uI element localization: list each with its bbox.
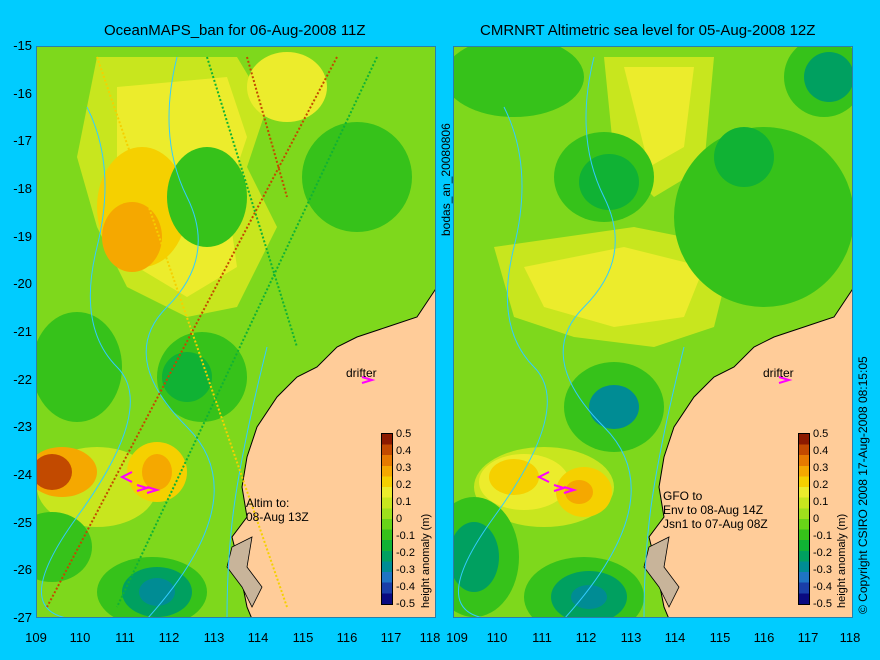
- x-tick: 113: [620, 630, 642, 645]
- cbar-tick: -0.1: [813, 530, 832, 542]
- left-map-panel: [36, 46, 436, 618]
- x-tick: 117: [380, 630, 402, 645]
- y-tick: -20: [13, 276, 32, 291]
- x-tick: 116: [753, 630, 775, 645]
- colorbar-label: height anomaly (m): [836, 513, 848, 608]
- copyright-label: © Copyright CSIRO 2008 17-Aug-2008 08:15…: [856, 356, 870, 614]
- cbar-tick: 0.5: [396, 428, 412, 440]
- cbar-tick: 0.4: [813, 445, 829, 457]
- y-tick: -26: [13, 562, 32, 577]
- x-tick: 114: [247, 630, 269, 645]
- y-tick: -25: [13, 515, 32, 530]
- y-tick: -19: [13, 229, 32, 244]
- cbar-tick: -0.1: [396, 530, 415, 542]
- cbar-tick: -0.3: [396, 564, 415, 576]
- cbar-tick: -0.5: [813, 598, 832, 610]
- cbar-tick: -0.2: [396, 547, 415, 559]
- x-tick: 109: [25, 630, 47, 645]
- cbar-tick: 0.4: [396, 445, 412, 457]
- left-panel-title: OceanMAPS_ban for 06-Aug-2008 11Z: [104, 22, 366, 39]
- left-altim-annotation: Altim to: 08-Aug 13Z: [246, 496, 309, 524]
- y-tick: -27: [13, 610, 32, 625]
- y-tick: -21: [13, 324, 32, 339]
- colorbar-gradient: [798, 433, 810, 605]
- x-tick: 109: [446, 630, 468, 645]
- y-tick: -18: [13, 181, 32, 196]
- y-tick: -17: [13, 133, 32, 148]
- right-map-svg: [454, 47, 852, 617]
- x-tick: 114: [664, 630, 686, 645]
- right-drifter-label: drifter: [763, 366, 794, 380]
- cbar-tick: -0.4: [396, 581, 415, 593]
- y-tick: -15: [13, 38, 32, 53]
- x-tick: 110: [69, 630, 91, 645]
- x-tick: 111: [115, 630, 135, 645]
- right-map-panel: [453, 46, 853, 618]
- cbar-tick: 0.3: [813, 462, 829, 474]
- x-tick: 111: [532, 630, 552, 645]
- x-tick: 117: [797, 630, 819, 645]
- cbar-tick: 0.2: [813, 479, 829, 491]
- cbar-tick: 0.1: [813, 496, 829, 508]
- run-id-label: bodas_an_20080806: [439, 123, 453, 236]
- y-tick: -24: [13, 467, 32, 482]
- x-tick: 118: [419, 630, 441, 645]
- x-tick: 118: [839, 630, 861, 645]
- x-tick: 112: [575, 630, 597, 645]
- drifter-marker: [778, 376, 793, 384]
- y-tick: -16: [13, 86, 32, 101]
- cbar-tick: 0.3: [396, 462, 412, 474]
- drifter-marker: [361, 376, 376, 384]
- x-tick: 113: [203, 630, 225, 645]
- cbar-tick: 0.1: [396, 496, 412, 508]
- x-tick: 115: [709, 630, 731, 645]
- cbar-tick: -0.3: [813, 564, 832, 576]
- x-tick: 115: [292, 630, 314, 645]
- x-tick: 110: [486, 630, 508, 645]
- y-tick: -23: [13, 419, 32, 434]
- cbar-tick: -0.4: [813, 581, 832, 593]
- annotation-line: 08-Aug 13Z: [246, 510, 309, 524]
- colorbar-label: height anomaly (m): [420, 513, 432, 608]
- left-map-svg: [37, 47, 435, 617]
- y-tick: -22: [13, 372, 32, 387]
- cbar-tick: 0.5: [813, 428, 829, 440]
- annotation-line: Altim to:: [246, 496, 290, 510]
- colorbar-gradient: [381, 433, 393, 605]
- cbar-tick: 0: [396, 513, 403, 525]
- cbar-tick: 0: [813, 513, 820, 525]
- x-tick: 116: [336, 630, 358, 645]
- cbar-tick: 0.2: [396, 479, 412, 491]
- annotation-line: GFO to: [663, 489, 703, 503]
- x-tick: 112: [158, 630, 180, 645]
- annotation-line: Env to 08-Aug 14Z: [663, 503, 764, 517]
- right-panel-title: CMRNRT Altimetric sea level for 05-Aug-2…: [480, 22, 816, 39]
- annotation-line: Jsn1 to 07-Aug 08Z: [663, 517, 768, 531]
- left-drifter-label: drifter: [346, 366, 377, 380]
- cbar-tick: -0.2: [813, 547, 832, 559]
- right-altim-annotation: GFO to Env to 08-Aug 14Z Jsn1 to 07-Aug …: [663, 489, 768, 531]
- cbar-tick: -0.5: [396, 598, 415, 610]
